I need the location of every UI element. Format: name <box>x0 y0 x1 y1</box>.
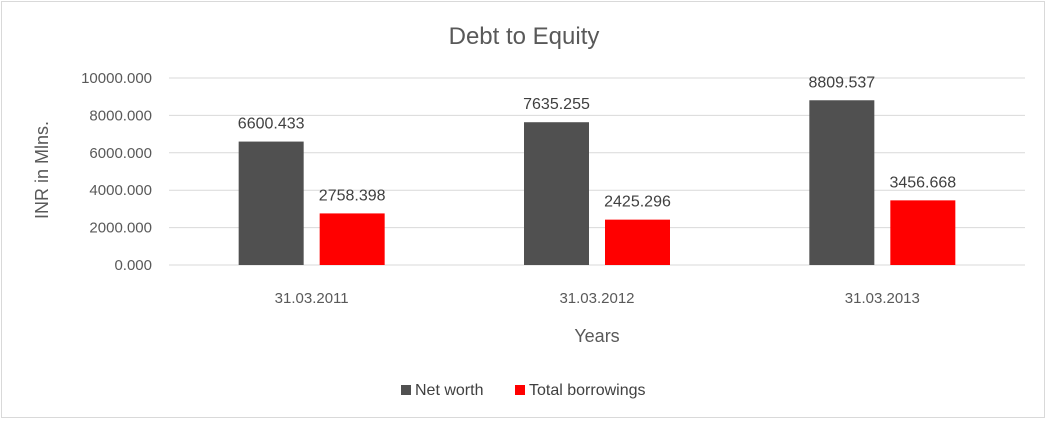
net-worth-bar <box>524 122 589 265</box>
x-axis-title: Years <box>574 326 619 346</box>
net-worth-value-label: 8809.537 <box>808 74 875 91</box>
total-borrowings-value-label: 2425.296 <box>604 194 671 211</box>
total-borrowings-value-label: 3456.668 <box>889 174 956 191</box>
total-borrowings-bar <box>319 213 385 265</box>
y-tick-label: 4000.000 <box>89 182 152 199</box>
legend: Net worth Total borrowings <box>401 382 646 399</box>
x-tick-label: 31.03.2012 <box>559 290 634 307</box>
gridlines <box>169 77 1025 266</box>
bars <box>238 100 956 265</box>
net-worth-bar <box>809 100 875 265</box>
y-axis-title: INR in Mlns. <box>32 121 52 219</box>
total-borrowings-bar <box>605 219 670 265</box>
total-borrowings-bar <box>890 200 956 265</box>
y-axis: 0.000 2000.000 4000.000 6000.000 8000.000 100… <box>81 70 152 274</box>
y-tick-label: 2000.000 <box>89 220 152 237</box>
total-borrowings-value-label: 2758.398 <box>319 187 386 204</box>
y-tick-label: 10000.000 <box>81 70 152 87</box>
data-labels: 6600.433 2758.398 7635.255 2425.296 8809.537… <box>238 74 957 210</box>
net-worth-bar <box>238 141 304 265</box>
legend-total-borrowings-swatch <box>515 385 525 395</box>
x-axis: 31.03.2011 31.03.2012 31.03.2013 <box>275 290 920 307</box>
y-tick-label: 8000.000 <box>89 107 152 124</box>
net-worth-value-label: 6600.433 <box>238 116 305 133</box>
legend-net-worth-swatch <box>401 385 411 395</box>
net-worth-value-label: 7635.255 <box>523 96 590 113</box>
legend-total-borrowings-label: Total borrowings <box>529 382 646 399</box>
chart-title: Debt to Equity <box>449 23 600 50</box>
x-tick-label: 31.03.2011 <box>275 290 349 307</box>
y-tick-label: 0.000 <box>114 257 152 274</box>
legend-net-worth-label: Net worth <box>415 382 483 399</box>
y-tick-label: 6000.000 <box>89 145 152 162</box>
x-tick-label: 31.03.2013 <box>845 290 920 307</box>
